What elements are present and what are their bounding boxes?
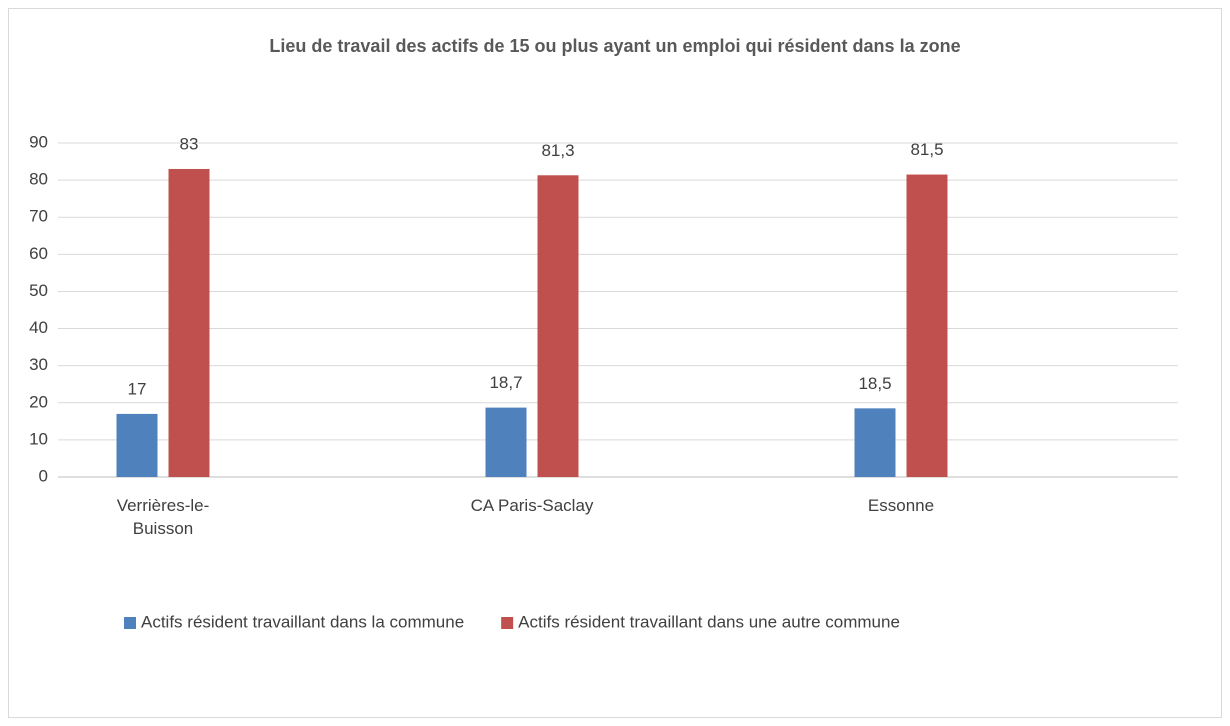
y-tick-label: 90 xyxy=(29,132,48,151)
bar xyxy=(168,168,210,477)
legend-swatch xyxy=(124,617,136,629)
y-tick-label: 40 xyxy=(29,318,48,337)
y-tick-label: 20 xyxy=(29,392,48,411)
bar xyxy=(485,407,527,477)
bar xyxy=(116,413,158,477)
y-tick-label: 80 xyxy=(29,170,48,189)
y-tick-label: 50 xyxy=(29,281,48,300)
x-tick-label: Essonne xyxy=(867,496,935,515)
chart-border xyxy=(8,8,1222,718)
y-tick-label: 10 xyxy=(29,429,48,448)
data-label: 83 xyxy=(180,134,199,153)
legend-label: Actifs résident travaillant dans la comm… xyxy=(141,612,464,631)
x-tick-label: CA Paris-Saclay xyxy=(470,496,594,515)
bar xyxy=(537,175,579,477)
y-tick-label: 30 xyxy=(29,355,48,374)
y-tick-label: 70 xyxy=(29,207,48,226)
x-tick-label: Verrières-le-Buisson xyxy=(116,496,210,538)
data-label: 17 xyxy=(128,379,147,398)
data-label: 81,3 xyxy=(541,141,574,160)
legend-swatch xyxy=(501,617,514,629)
bar xyxy=(906,174,948,478)
data-label: 18,5 xyxy=(858,374,891,393)
data-label: 81,5 xyxy=(910,140,943,159)
legend-label: Actifs résident travaillant dans une aut… xyxy=(518,612,900,631)
y-tick-label: 60 xyxy=(29,244,48,263)
data-label: 18,7 xyxy=(489,373,522,392)
chart-title: Lieu de travail des actifs de 15 ou plus… xyxy=(269,36,960,56)
y-tick-label: 0 xyxy=(39,466,48,485)
bar xyxy=(854,408,896,477)
